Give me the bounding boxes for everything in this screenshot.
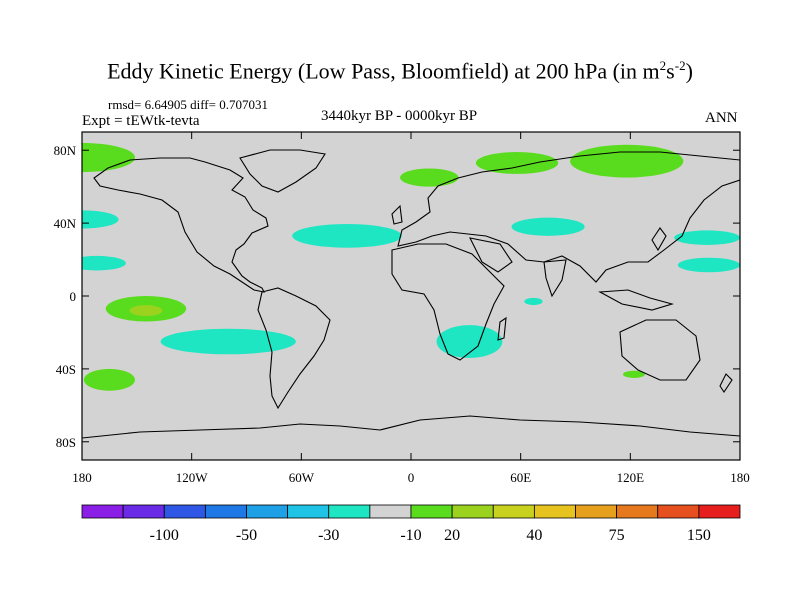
y-tick-label: 40N	[54, 216, 77, 231]
x-tick-label: 120E	[617, 470, 645, 485]
y-tick-label: 80N	[54, 143, 77, 158]
colorbar-swatch	[492, 504, 535, 519]
region-tropical-pacific-core	[129, 305, 163, 317]
y-tick-label: 0	[70, 289, 77, 304]
region-north-pacific-cyan	[82, 210, 119, 229]
colorbar-swatch	[204, 504, 247, 519]
anomaly-regions	[82, 142, 740, 391]
colorbar: -100 -50 -30 -10 20 40 75 150	[81, 504, 741, 544]
colorbar-swatch	[657, 504, 700, 519]
colorbar-swatch	[163, 504, 206, 519]
colorbar-label: -50	[236, 527, 257, 544]
region-south-pacific-cyan	[160, 328, 296, 355]
x-tick-label: 180	[730, 470, 750, 485]
colorbar-label: -10	[400, 527, 421, 544]
region-japan-cyan	[677, 257, 740, 273]
colorbar-swatch	[575, 504, 618, 519]
colorbar-label: 150	[687, 527, 711, 544]
x-tick-label: 180	[72, 470, 92, 485]
rmsd-diff-stats: rmsd= 6.64905 diff= 0.707031	[108, 97, 268, 112]
colorbar-swatch	[451, 504, 494, 519]
region-siberia-green	[475, 152, 559, 174]
region-south-africa-cyan	[436, 325, 503, 358]
y-tick-label: 80S	[56, 435, 76, 450]
y-axis: 80N 40N 0 40S 80S	[54, 143, 740, 450]
colorbar-swatch	[287, 504, 330, 519]
colorbar-swatch	[698, 504, 741, 519]
colorbar-swatch	[369, 504, 412, 519]
region-arctic-east-green	[570, 144, 684, 178]
region-indian-ocean-green	[623, 370, 645, 378]
colorbar-swatch	[122, 504, 165, 519]
region-indian-cyan	[524, 297, 543, 306]
x-tick-label: 0	[408, 470, 415, 485]
colorbar-label: 75	[609, 527, 625, 544]
colorbar-swatch	[533, 504, 576, 519]
colorbar-swatch	[410, 504, 453, 519]
colorbar-swatch	[616, 504, 659, 519]
region-central-asia-cyan	[511, 217, 585, 236]
colorbar-label: -30	[318, 527, 339, 544]
period-label: 3440kyr BP - 0000kyr BP	[321, 108, 478, 124]
map-background	[82, 132, 740, 460]
colorbar-swatch	[246, 504, 289, 519]
region-ne-pacific-cyan	[82, 255, 126, 271]
colorbar-label: -100	[150, 527, 179, 544]
chart-title: Eddy Kinetic Energy (Low Pass, Bloomfiel…	[107, 58, 693, 84]
coastlines	[82, 149, 740, 439]
region-south-atlantic-green	[83, 368, 136, 391]
x-tick-label: 120W	[176, 470, 209, 485]
y-tick-label: 40S	[56, 362, 76, 377]
colorbar-label: 20	[444, 527, 460, 544]
colorbar-swatch	[81, 504, 124, 519]
region-arctic-west-green	[82, 142, 135, 173]
region-north-atlantic-cyan	[292, 224, 402, 248]
x-axis: 180 120W 60W 0 60E 120E 180	[72, 132, 750, 485]
x-tick-label: 60W	[289, 470, 315, 485]
colorbar-swatch	[328, 504, 371, 519]
region-nw-pacific-cyan	[674, 230, 740, 245]
colorbar-label: 40	[526, 527, 542, 544]
region-scandinavia-green	[400, 168, 459, 187]
x-tick-label: 60E	[510, 470, 531, 485]
experiment-label: Expt = tEWtk-tevta	[82, 113, 200, 129]
season-label: ANN	[705, 110, 738, 126]
